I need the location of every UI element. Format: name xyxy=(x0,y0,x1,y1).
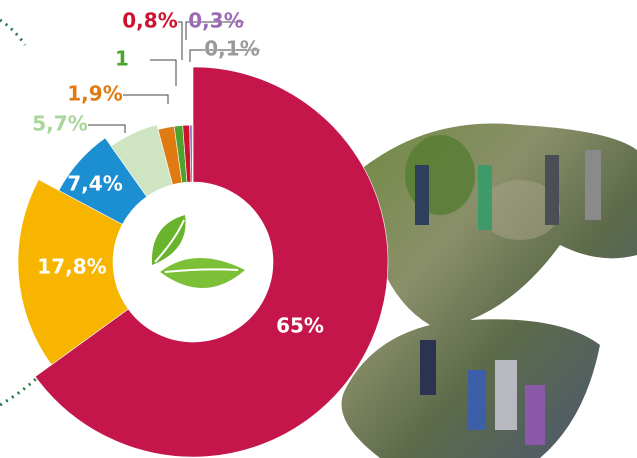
value-label: 17,8% xyxy=(37,255,106,279)
value-label: 0,8% xyxy=(122,9,177,33)
value-label: 7,4% xyxy=(67,172,122,196)
page: 65%17,8%7,4%5,7%1,9%10,8%0,3%0,1% (() =>… xyxy=(0,0,637,458)
leader-line xyxy=(88,125,125,133)
value-label: 5,7% xyxy=(32,112,87,136)
leader-line xyxy=(150,60,176,86)
value-label: 0,1% xyxy=(204,37,259,61)
slice xyxy=(192,125,193,182)
value-label: 1,9% xyxy=(67,82,122,106)
value-label: 1 xyxy=(115,47,129,71)
value-label: 0,3% xyxy=(188,9,243,33)
leader-line xyxy=(123,95,168,104)
dotted-line xyxy=(0,375,40,405)
chart: 65% 17,8% 7,4% 5,7% 1,9% 1 0,8% 0,3% 0,1% xyxy=(0,0,637,458)
value-label: 65% xyxy=(276,314,324,338)
dotted-line xyxy=(0,20,25,45)
leader-line xyxy=(178,22,182,60)
